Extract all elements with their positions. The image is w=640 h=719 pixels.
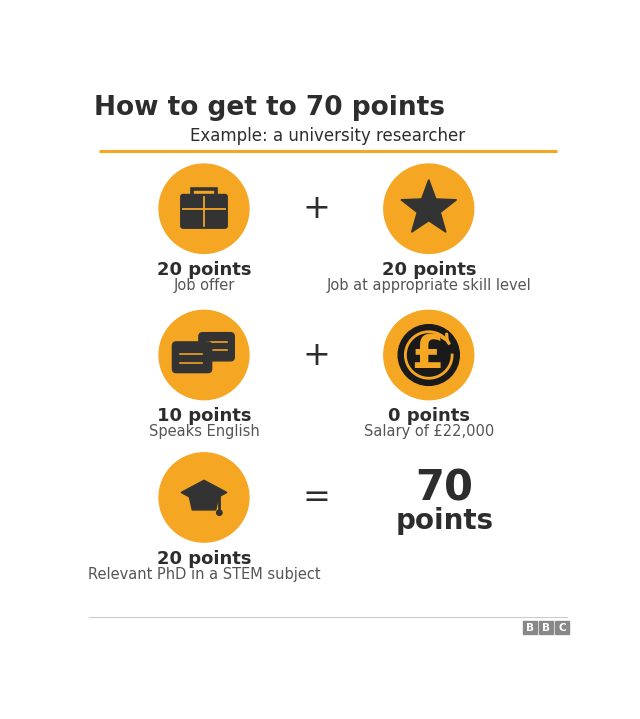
- Text: Relevant PhD in a STEM subject: Relevant PhD in a STEM subject: [88, 567, 320, 582]
- FancyBboxPatch shape: [524, 620, 537, 634]
- Polygon shape: [181, 480, 227, 505]
- Text: +: +: [303, 339, 330, 372]
- Circle shape: [384, 311, 474, 400]
- Text: 20 points: 20 points: [381, 261, 476, 279]
- Text: C: C: [558, 623, 566, 633]
- Text: Job at appropriate skill level: Job at appropriate skill level: [326, 278, 531, 293]
- Text: B: B: [526, 623, 534, 633]
- Circle shape: [384, 164, 474, 253]
- Text: Salary of £22,000: Salary of £22,000: [364, 424, 494, 439]
- FancyBboxPatch shape: [539, 620, 553, 634]
- FancyBboxPatch shape: [199, 333, 234, 361]
- Text: Example: a university researcher: Example: a university researcher: [191, 127, 465, 145]
- Text: Job offer: Job offer: [173, 278, 235, 293]
- FancyBboxPatch shape: [180, 195, 227, 228]
- Polygon shape: [189, 494, 220, 510]
- FancyBboxPatch shape: [172, 342, 212, 372]
- Circle shape: [159, 311, 249, 400]
- Text: points: points: [395, 507, 493, 534]
- Circle shape: [216, 510, 222, 516]
- Text: How to get to 70 points: How to get to 70 points: [94, 95, 445, 121]
- Text: 20 points: 20 points: [157, 550, 252, 568]
- Text: £: £: [411, 332, 444, 377]
- Text: 70: 70: [415, 467, 473, 509]
- Circle shape: [159, 164, 249, 253]
- Text: B: B: [542, 623, 550, 633]
- Text: =: =: [303, 481, 330, 514]
- Circle shape: [398, 325, 460, 385]
- Text: 0 points: 0 points: [388, 408, 470, 426]
- Text: +: +: [303, 192, 330, 225]
- FancyBboxPatch shape: [555, 620, 568, 634]
- Polygon shape: [401, 180, 456, 232]
- Text: Speaks English: Speaks English: [148, 424, 259, 439]
- Circle shape: [159, 453, 249, 542]
- Text: 20 points: 20 points: [157, 261, 252, 279]
- Text: 10 points: 10 points: [157, 408, 252, 426]
